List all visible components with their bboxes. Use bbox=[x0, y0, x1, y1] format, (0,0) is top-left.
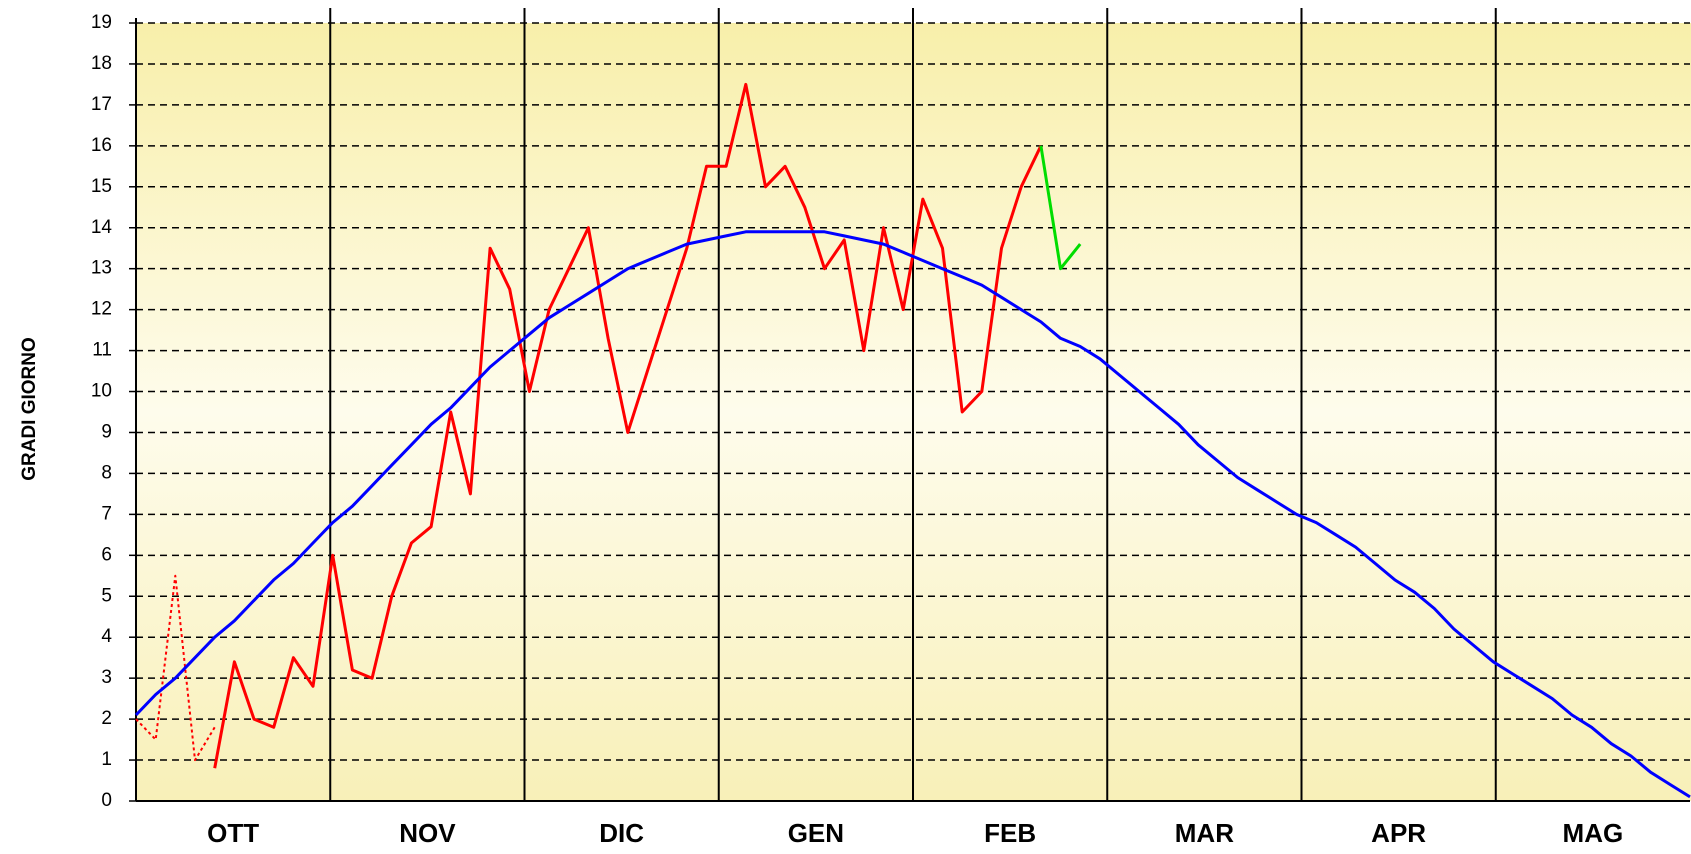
y-tick-label: 1 bbox=[101, 749, 112, 770]
y-tick-label: 18 bbox=[91, 53, 112, 74]
y-tick-label: 2 bbox=[101, 708, 112, 729]
y-tick-label: 9 bbox=[101, 421, 112, 442]
x-tick-label: GEN bbox=[788, 818, 844, 848]
y-tick-label: 6 bbox=[101, 544, 112, 565]
line-series bbox=[1039, 145, 1082, 271]
y-tick-label: 16 bbox=[91, 135, 112, 156]
x-tick-label: MAG bbox=[1563, 818, 1624, 848]
x-tick-label: APR bbox=[1371, 818, 1426, 848]
y-tick-label: 17 bbox=[91, 94, 112, 115]
line-series bbox=[134, 230, 1691, 799]
y-tick-label: 15 bbox=[91, 176, 112, 197]
x-tick-label: OTT bbox=[207, 818, 259, 848]
y-tick-label: 19 bbox=[91, 12, 112, 33]
line-series bbox=[135, 574, 216, 762]
x-tick-label: DIC bbox=[599, 818, 644, 848]
x-tick-label: NOV bbox=[399, 818, 456, 848]
x-tick-label: FEB bbox=[984, 818, 1036, 848]
line-series bbox=[213, 82, 1043, 769]
y-tick-label: 4 bbox=[101, 626, 112, 647]
y-tick-label: 10 bbox=[91, 381, 112, 402]
y-tick-label: 13 bbox=[91, 258, 112, 279]
y-tick-label: 11 bbox=[92, 340, 112, 361]
x-tick-label: MAR bbox=[1175, 818, 1234, 848]
y-tick-label: 14 bbox=[91, 217, 113, 238]
y-tick-label: 8 bbox=[101, 462, 112, 483]
y-tick-label: 12 bbox=[91, 299, 112, 320]
y-tick-label: 5 bbox=[101, 585, 112, 606]
y-axis-label: GRADI GIORNO bbox=[19, 337, 40, 481]
y-tick-label: 7 bbox=[101, 503, 112, 524]
y-tick-label: 0 bbox=[101, 790, 112, 811]
y-tick-label: 3 bbox=[101, 667, 112, 688]
